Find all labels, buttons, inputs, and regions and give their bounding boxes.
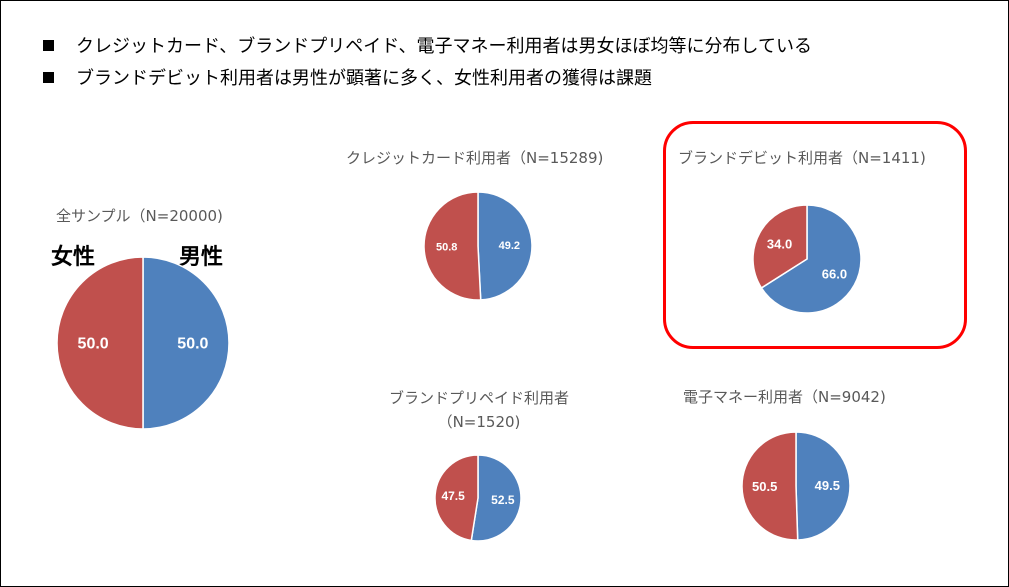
- bullet-square-icon: [43, 39, 54, 51]
- pie-slice-male: [477, 191, 533, 301]
- pie-data-label: 47.5: [441, 489, 465, 503]
- pie-data-label: 66.0: [822, 267, 847, 282]
- pie-data-label: 49.5: [815, 478, 840, 493]
- pie-slice-male: [142, 256, 230, 430]
- pie-slice-female: [423, 191, 482, 301]
- pie-title-prepaid: ブランドプリペイド利用者（N=1520): [388, 389, 569, 431]
- pie-data-label: 50.0: [177, 336, 208, 353]
- male-label: 男性: [179, 245, 224, 270]
- female-label: 女性: [51, 245, 96, 270]
- pie-slice-female: [56, 256, 144, 430]
- pie-slice-female: [434, 454, 479, 542]
- pie-data-label: 49.2: [499, 240, 520, 252]
- pie-slice-male: [470, 454, 522, 542]
- pie-title-emoney: 電子マネー利用者（N=9042): [683, 388, 886, 406]
- bullet-1: クレジットカード、ブランドプリペイド、電子マネー利用者は男女ほぼ均等に分布してい…: [43, 32, 812, 58]
- bullet-2: ブランドデビット利用者は男性が顕著に多く、女性利用者の獲得は課題: [43, 64, 652, 90]
- pie-data-label: 34.0: [767, 236, 792, 251]
- bullet-square-icon: [43, 71, 54, 83]
- pie-data-label: 50.8: [436, 242, 457, 254]
- pie-slice-female: [741, 431, 799, 541]
- pie-slice-male: [795, 431, 851, 541]
- bullet-text: ブランドデビット利用者は男性が顕著に多く、女性利用者の獲得は課題: [76, 68, 652, 89]
- pie-title-debit: ブランドデビット利用者（N=1411): [678, 149, 926, 167]
- pie-slice-female: [752, 204, 808, 289]
- pie-title-all: 全サンプル（N=20000): [56, 207, 223, 225]
- pie-slice-male: [760, 204, 862, 314]
- pie-data-label: 50.0: [78, 336, 109, 353]
- pie-title-credit: クレジットカード利用者（N=15289): [346, 149, 604, 167]
- bullet-text: クレジットカード、ブランドプリペイド、電子マネー利用者は男女ほぼ均等に分布してい…: [76, 36, 813, 57]
- pie-data-label: 50.5: [752, 479, 777, 494]
- highlight-box: [663, 121, 967, 349]
- pie-data-label: 52.5: [491, 493, 515, 507]
